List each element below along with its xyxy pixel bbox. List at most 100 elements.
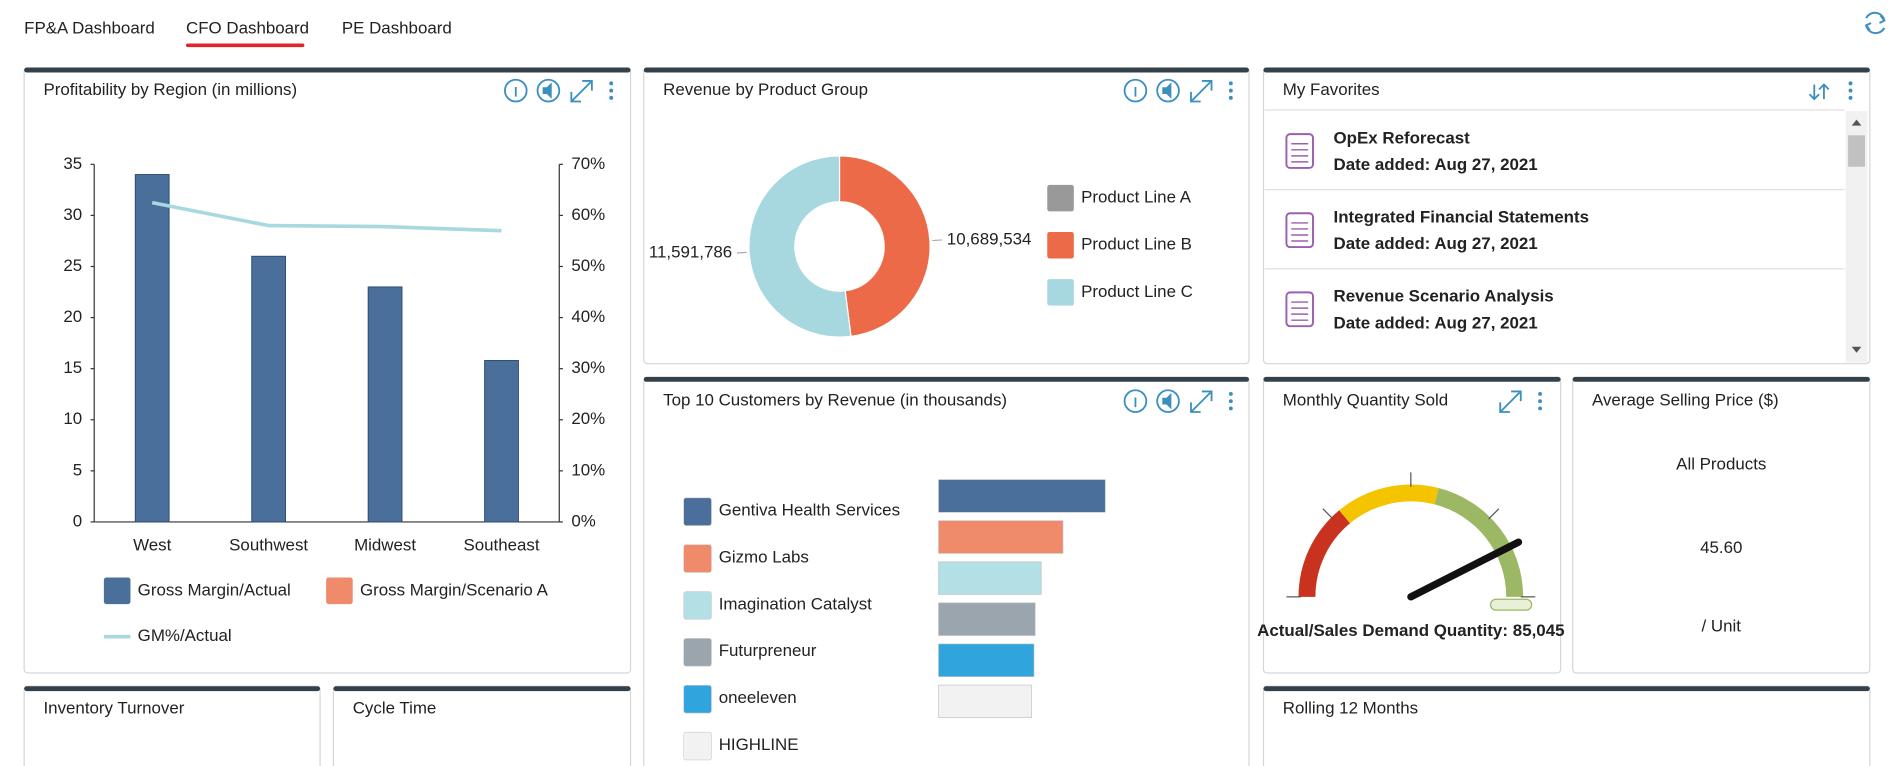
info-icon[interactable]	[1123, 78, 1148, 103]
gauge-band	[1298, 510, 1351, 597]
legend-swatch	[1047, 231, 1074, 259]
y-tick-label: 30	[63, 205, 82, 224]
y2-tick-label: 60%	[571, 205, 605, 224]
refresh-icon[interactable]	[1864, 11, 1886, 35]
pie-slice	[838, 155, 931, 338]
panel-title: Cycle Time	[353, 699, 437, 718]
speak-icon[interactable]	[1156, 78, 1180, 103]
menu-dot	[609, 81, 614, 86]
legend-label: HIGHLINE	[719, 735, 799, 754]
y2-tick-label: 40%	[571, 307, 605, 326]
scroll-down	[1851, 346, 1862, 353]
y2-tick-label: 70%	[571, 154, 605, 173]
bar	[938, 561, 1042, 595]
legend-swatch	[683, 638, 712, 667]
legend-label: GM%/Actual	[138, 626, 232, 645]
bar	[938, 479, 1106, 513]
menu-dot	[1228, 406, 1233, 411]
speak-icon[interactable]	[536, 78, 561, 103]
expand-icon[interactable]	[1190, 390, 1213, 413]
legend-swatch	[683, 544, 712, 573]
info-icon[interactable]	[1123, 389, 1148, 413]
card-value: 45.60	[1700, 538, 1742, 557]
bar	[938, 684, 1032, 718]
bar	[938, 520, 1064, 554]
report-icon-frame	[1285, 291, 1314, 328]
y2-tick-label: 50%	[571, 256, 605, 275]
scroll-up	[1851, 119, 1862, 126]
speak-icon-glyph	[1162, 82, 1172, 99]
chart-title: Revenue by Product Group	[663, 80, 868, 99]
y-tick-label: 0	[73, 511, 82, 530]
card-unit: / Unit	[1702, 617, 1742, 636]
menu-dot	[1228, 391, 1233, 396]
legend-label: Gross Margin/Actual	[138, 580, 291, 599]
x-tick-label: Southwest	[229, 536, 308, 555]
card-subtitle: All Products	[1676, 455, 1766, 474]
menu-dot	[1538, 399, 1543, 404]
pie-slice	[748, 155, 852, 338]
panel	[643, 67, 1250, 365]
y2-tick-label: 20%	[571, 409, 605, 428]
bar	[938, 602, 1036, 636]
data-label: 11,591,786	[649, 242, 732, 261]
y-tick-label: 20	[63, 307, 82, 326]
tab[interactable]: PE Dashboard	[342, 18, 452, 37]
favorite-name[interactable]: OpEx Reforecast	[1334, 128, 1471, 147]
menu-dot	[1228, 88, 1233, 93]
bar	[134, 174, 170, 523]
line-series	[151, 200, 502, 233]
legend-swatch	[683, 497, 712, 526]
data-label: 10,689,534	[947, 229, 1032, 248]
speak-icon[interactable]	[1156, 389, 1180, 413]
gauge-end-cap	[1489, 598, 1533, 611]
y-tick-label: 15	[63, 358, 82, 377]
legend-swatch	[683, 731, 712, 761]
panel-top-border	[1263, 686, 1870, 692]
panel-top-border	[643, 67, 1249, 73]
bar	[251, 255, 287, 523]
info-icon[interactable]	[503, 78, 528, 103]
menu-dot	[1848, 88, 1853, 93]
panel-top-border	[1572, 376, 1870, 382]
panel-title: Average Selling Price ($)	[1592, 391, 1779, 410]
gauge-band	[1434, 488, 1524, 597]
y-tick-label: 35	[63, 154, 82, 173]
report-icon	[1285, 133, 1314, 169]
expand-icon[interactable]	[1499, 390, 1522, 413]
leader-line	[736, 251, 747, 254]
legend-label: Imagination Catalyst	[719, 594, 872, 613]
panel-top-border	[1263, 376, 1561, 382]
legend-swatch	[1047, 184, 1074, 212]
favorite-date: Date added: Aug 27, 2021	[1334, 313, 1538, 332]
favorite-name[interactable]: Revenue Scenario Analysis	[1334, 287, 1554, 306]
legend-label: Gentiva Health Services	[719, 501, 900, 520]
legend-swatch	[326, 577, 353, 605]
speak-icon-glyph	[542, 82, 552, 99]
tab-underline	[186, 43, 305, 48]
panel-title: Inventory Turnover	[43, 699, 184, 718]
legend-label: Gizmo Labs	[719, 547, 809, 566]
expand-icon[interactable]	[570, 80, 593, 103]
menu-dot	[609, 88, 614, 93]
expand-icon[interactable]	[1190, 80, 1213, 103]
legend-swatch	[1047, 279, 1074, 306]
menu-dot	[1228, 399, 1233, 404]
panel-title: Rolling 12 Months	[1283, 699, 1418, 718]
panel-top-border	[643, 376, 1249, 382]
tab[interactable]: FP&A Dashboard	[24, 18, 155, 37]
menu-dot	[1848, 81, 1853, 86]
tab[interactable]: CFO Dashboard	[186, 18, 309, 37]
report-icon	[1285, 291, 1314, 328]
bar	[367, 286, 403, 523]
panel-top-border	[24, 67, 631, 73]
favorite-date: Date added: Aug 27, 2021	[1334, 155, 1538, 174]
y-tick-label: 5	[73, 460, 82, 479]
favorite-name[interactable]: Integrated Financial Statements	[1334, 208, 1590, 227]
menu-dot	[1848, 95, 1853, 100]
chart-title: Top 10 Customers by Revenue (in thousand…	[663, 391, 1007, 410]
legend-label: oneeleven	[719, 688, 797, 707]
gauge-tick	[1488, 508, 1500, 520]
speak-icon-glyph	[1162, 392, 1172, 410]
